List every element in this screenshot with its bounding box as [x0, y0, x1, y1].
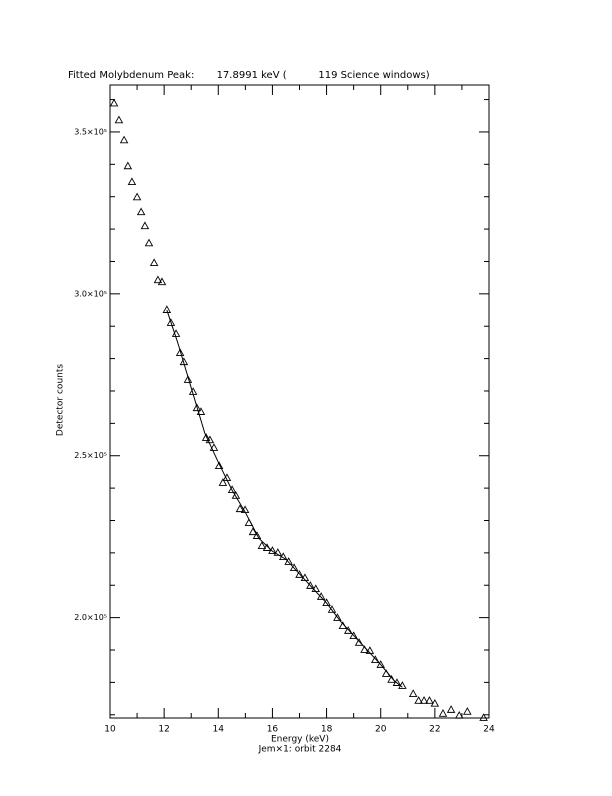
- data-point: [430, 699, 440, 707]
- data-point: [231, 491, 241, 499]
- data-point: [311, 584, 321, 593]
- data-point: [300, 573, 310, 582]
- data-point: [278, 552, 288, 561]
- data-point: [157, 277, 167, 286]
- data-point: [201, 433, 211, 441]
- x-tick-label: 18: [321, 725, 333, 735]
- data-point: [166, 318, 176, 326]
- data-point: [149, 258, 159, 267]
- data-point: [327, 605, 337, 613]
- data-point: [268, 546, 277, 554]
- data-point: [196, 407, 206, 415]
- data-point: [153, 275, 163, 284]
- data-point: [140, 221, 150, 230]
- data-point: [262, 543, 272, 551]
- data-point: [349, 631, 358, 640]
- data-point: [289, 563, 299, 572]
- x-tick-label: 10: [104, 725, 116, 735]
- data-point: [136, 207, 146, 216]
- y-axis-label: Detector counts: [56, 364, 66, 436]
- data-point: [425, 696, 434, 704]
- data-point: [192, 403, 202, 412]
- x-tick-label: 12: [158, 725, 169, 735]
- data-point: [414, 696, 423, 704]
- data-point: [119, 135, 129, 144]
- data-point: [381, 669, 391, 677]
- data-point: [235, 504, 245, 513]
- x-tick-label: 24: [483, 725, 495, 735]
- data-point: [162, 305, 172, 313]
- data-point: [392, 678, 402, 686]
- y-tick-label: 2.5×10⁵: [74, 451, 107, 460]
- y-tick-label: 2.0×10⁵: [74, 613, 107, 622]
- data-point: [144, 238, 154, 247]
- data-point: [322, 598, 331, 606]
- data-point: [123, 161, 133, 170]
- data-point: [205, 435, 215, 444]
- data-point: [295, 570, 304, 578]
- data-point: [214, 461, 224, 470]
- data-point: [360, 645, 369, 653]
- data-point: [218, 478, 228, 486]
- x-axis-label: Energy (keV): [271, 735, 329, 745]
- data-point: [376, 660, 385, 668]
- data-point: [365, 646, 375, 654]
- data-point: [175, 348, 185, 357]
- data-point: [408, 689, 418, 697]
- data-point: [398, 681, 407, 689]
- data-point: [114, 115, 124, 124]
- data-point: [188, 387, 198, 395]
- data-point: [222, 473, 232, 482]
- data-point: [479, 713, 488, 721]
- data-point: [252, 531, 262, 539]
- x-tick-label: 14: [213, 725, 225, 735]
- data-point: [454, 710, 464, 719]
- data-point: [316, 592, 326, 600]
- data-point: [333, 613, 342, 621]
- data-point: [248, 527, 258, 536]
- data-point: [257, 541, 267, 549]
- data-point: [244, 518, 254, 527]
- data-point: [240, 505, 250, 514]
- x-tick-label: 16: [267, 725, 279, 735]
- data-point: [209, 443, 219, 451]
- data-point: [338, 621, 348, 629]
- data-point: [227, 485, 237, 493]
- data-point: [284, 557, 293, 565]
- data-point: [419, 696, 429, 704]
- data-point: [132, 192, 142, 201]
- x-tick-label: 22: [429, 725, 440, 735]
- subtitle: Jem×1: orbit 2284: [258, 745, 342, 755]
- chart-title: Fitted Molybdenum Peak: 17.8991 keV ( 11…: [68, 70, 430, 81]
- data-point: [354, 638, 364, 646]
- data-point: [438, 709, 448, 717]
- data-point: [109, 98, 119, 107]
- data-point: [171, 329, 181, 337]
- data-point: [127, 177, 137, 186]
- plot-frame: [109, 84, 490, 719]
- data-point: [371, 655, 380, 663]
- data-point: [387, 675, 396, 683]
- data-point: [446, 705, 456, 713]
- fit-line: [166, 309, 403, 688]
- y-tick-label: 3.5×10⁵: [74, 127, 107, 136]
- data-point: [463, 707, 472, 715]
- data-point: [273, 548, 283, 556]
- data-point: [343, 626, 353, 634]
- y-tick-label: 3.0×10⁵: [74, 289, 107, 298]
- x-tick-label: 20: [375, 725, 387, 735]
- data-point: [179, 357, 189, 366]
- data-point: [183, 375, 193, 383]
- data-point: [306, 581, 315, 589]
